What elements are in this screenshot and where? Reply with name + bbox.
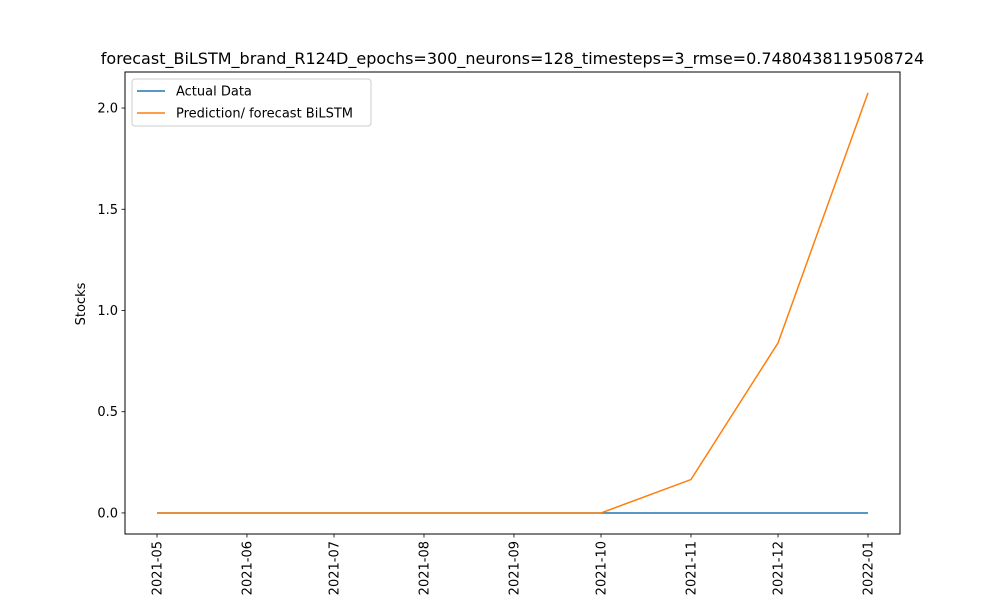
- x-tick-label: 2021-10: [595, 541, 610, 595]
- y-axis: 0.0 0.5 1.0 1.5 2.0: [97, 102, 125, 521]
- x-axis: 2021-05 2021-06 2021-07 2021-08 2021-09 2021-…: [151, 534, 877, 595]
- x-tick-label: 2021-08: [417, 541, 432, 595]
- x-tick-label: 2021-09: [507, 541, 522, 595]
- x-tick-label: 2021-06: [240, 541, 255, 595]
- y-axis-label: Stocks: [74, 282, 89, 325]
- series-layer: [157, 92, 869, 514]
- y-tick-label: 1.5: [97, 203, 118, 218]
- plot-frame: [124, 71, 901, 535]
- legend-label-1: Prediction/ forecast BiLSTM: [176, 107, 353, 122]
- x-tick-label: 2021-05: [151, 541, 166, 595]
- y-tick-label: 1.0: [97, 304, 118, 319]
- legend: Actual Data Prediction/ forecast BiLSTM: [131, 78, 372, 127]
- legend-box: [131, 78, 372, 127]
- y-tick-label: 0.5: [97, 405, 118, 420]
- x-tick-label: 2022-01: [862, 541, 877, 595]
- y-tick-label: 2.0: [97, 102, 118, 117]
- x-tick-label: 2021-07: [328, 541, 343, 595]
- x-tick-label: 2021-12: [772, 541, 787, 595]
- x-tick-label: 2021-11: [684, 541, 699, 595]
- series-line-1: [157, 92, 869, 514]
- legend-label-0: Actual Data: [176, 85, 252, 100]
- y-tick-label: 0.0: [97, 506, 118, 521]
- chart-title: forecast_BiLSTM_brand_R124D_epochs=300_n…: [101, 49, 924, 69]
